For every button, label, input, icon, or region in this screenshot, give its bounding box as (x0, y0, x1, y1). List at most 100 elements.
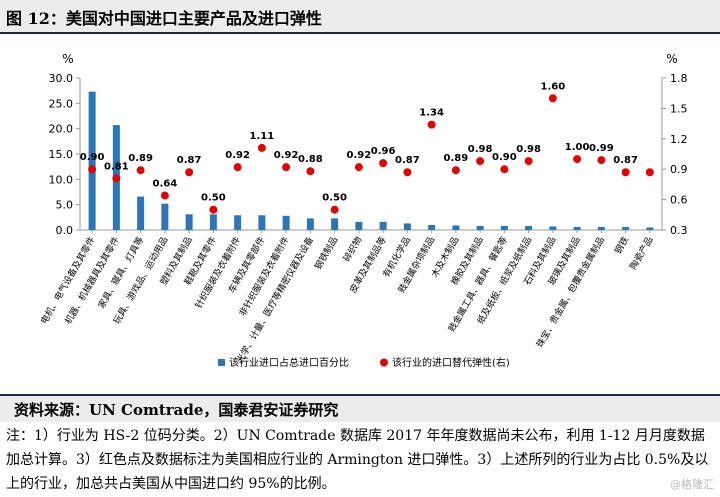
point-label: 0.88 (298, 154, 323, 165)
bar (452, 225, 460, 230)
bar (234, 215, 242, 230)
point-label: 0.98 (468, 144, 493, 155)
point-label: 0.50 (201, 193, 226, 204)
bar (137, 196, 145, 230)
point-label: 0.98 (516, 144, 541, 155)
y-right-tick-label: 1.2 (670, 133, 688, 146)
elasticity-point (160, 191, 169, 200)
bar (403, 223, 411, 230)
y-left-tick-label: 25.0 (49, 97, 74, 110)
point-label: 0.81 (104, 161, 129, 172)
point-label: 0.96 (371, 146, 396, 157)
bar (185, 214, 193, 230)
y-right-tick-label: 0.3 (670, 224, 688, 237)
point-label: 0.87 (177, 155, 202, 166)
bar (646, 227, 654, 230)
y-right-tick-label: 0.6 (670, 194, 688, 207)
point-label: 0.50 (322, 193, 347, 204)
point-label: 0.89 (128, 153, 153, 164)
elasticity-point (427, 120, 436, 129)
y-left-tick-label: 20.0 (49, 123, 74, 136)
elasticity-point (88, 165, 97, 174)
x-tick-label: 钢铁制品 (312, 235, 340, 272)
source-bar: 资料来源：UN Comtrade，国泰君安证券研究 (0, 394, 720, 422)
elasticity-point (306, 167, 315, 176)
bar (476, 225, 484, 230)
elasticity-point (185, 168, 194, 177)
y-left-tick-label: 15.0 (49, 148, 74, 161)
y-right-tick-label: 1.8 (670, 72, 688, 85)
elasticity-point (379, 159, 388, 168)
point-label: 1.34 (419, 108, 444, 119)
point-label: 0.64 (153, 179, 178, 190)
legend-dot-label: 该行业的进口替代弹性(右) (392, 356, 510, 369)
point-label: 0.99 (589, 143, 614, 154)
elasticity-point (257, 143, 266, 152)
point-label: 0.87 (395, 155, 420, 166)
elasticity-point (524, 157, 533, 166)
point-label: 0.90 (80, 152, 105, 163)
y-right-tick-label: 1.5 (670, 102, 688, 115)
bar (355, 221, 363, 230)
bar (428, 224, 436, 230)
elasticity-point (282, 163, 291, 172)
x-tick-label: 钢铁 (612, 235, 631, 257)
elasticity-point (330, 205, 339, 214)
x-tick-label: 陶瓷产品 (627, 235, 655, 272)
bar (88, 91, 96, 231)
point-label: 0.90 (492, 152, 517, 163)
elasticity-point (112, 174, 121, 183)
y-left-tick-label: 10.0 (49, 173, 74, 186)
figure-title: 图 12：美国对中国进口主要产品及进口弹性 (6, 9, 322, 28)
elasticity-point (573, 155, 582, 164)
bar (549, 226, 557, 230)
elasticity-point (354, 163, 363, 172)
elasticity-point (209, 205, 218, 214)
point-label: 0.87 (613, 155, 638, 166)
elasticity-point (645, 168, 654, 177)
y-right-unit: % (666, 52, 677, 66)
x-tick-label: 碎织物 (341, 235, 365, 264)
legend-bar-label: 该行业进口占总进口百分比 (229, 356, 349, 369)
bar (500, 225, 508, 230)
bar (209, 214, 217, 230)
elasticity-point (476, 157, 485, 166)
chart: 0.0 5.0 10.0 15.0 20.0 25.0 30.0 0.3 0.6 0.9 1.2 1.… (38, 52, 688, 369)
elasticity-point (451, 166, 460, 175)
legend-bar-swatch (218, 359, 225, 366)
bar (282, 215, 290, 230)
note-text: 注：1）行业为 HS-2 位码分类。2）UN Comtrade 数据库 2017… (6, 428, 709, 492)
point-label: 1.00 (565, 142, 590, 153)
point-label: 1.60 (541, 81, 566, 92)
watermark: @格隆汇 (670, 478, 714, 491)
elasticity-point (403, 168, 412, 177)
point-label: 0.92 (347, 150, 372, 161)
bar (525, 225, 533, 230)
elasticity-point (621, 168, 630, 177)
legend-dot-swatch (380, 358, 388, 367)
y-left-unit: % (62, 52, 73, 66)
point-label: 1.11 (250, 131, 275, 142)
bar (258, 215, 266, 230)
y-left-tick-label: 0.0 (56, 224, 74, 237)
elasticity-point (500, 165, 509, 174)
y-right-tick-label: 0.9 (670, 163, 688, 176)
point-label: 0.92 (274, 150, 299, 161)
title-bar: 图 12：美国对中国进口主要产品及进口弹性 (0, 0, 720, 34)
bar (331, 218, 339, 230)
bar (161, 203, 169, 230)
elasticity-point (548, 94, 557, 103)
bar (379, 221, 387, 230)
elasticity-point (136, 166, 145, 175)
point-label: 0.92 (225, 150, 250, 161)
bar (622, 226, 630, 230)
bar (573, 226, 581, 230)
y-left-tick-label: 5.0 (56, 199, 74, 212)
elasticity-point (597, 156, 606, 165)
bar (306, 218, 314, 230)
bar (597, 226, 605, 230)
source-text: 资料来源：UN Comtrade，国泰君安证券研究 (14, 401, 339, 419)
y-left-tick-label: 30.0 (49, 72, 74, 85)
point-label: 0.89 (444, 153, 469, 164)
elasticity-point (233, 163, 242, 172)
